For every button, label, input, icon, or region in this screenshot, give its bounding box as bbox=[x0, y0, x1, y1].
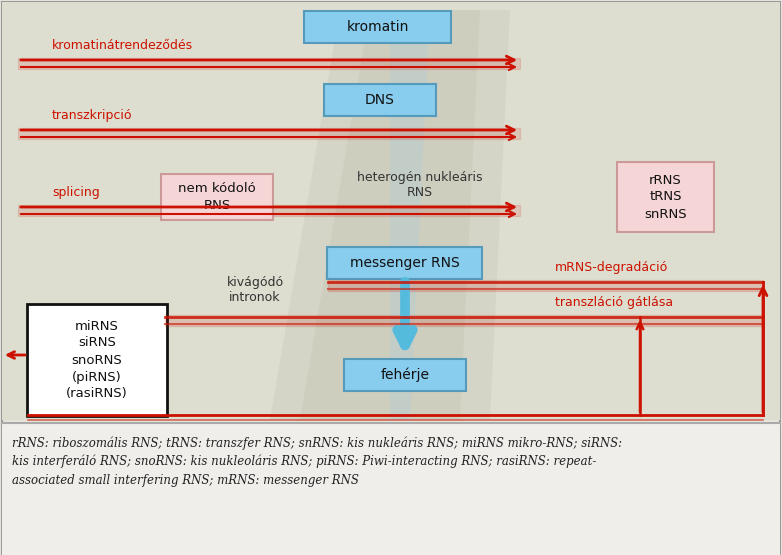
Text: kromatinátrendeződés: kromatinátrendeződés bbox=[52, 39, 193, 52]
FancyBboxPatch shape bbox=[324, 84, 436, 116]
Text: heterogén nukleáris
RNS: heterogén nukleáris RNS bbox=[357, 171, 482, 199]
Polygon shape bbox=[300, 10, 510, 420]
Text: rRNS: riboszomális RNS; tRNS: transzfer RNS; snRNS: kis nukleáris RNS; miRNS mik: rRNS: riboszomális RNS; tRNS: transzfer … bbox=[12, 436, 622, 450]
Text: kis interferáló RNS; snoRNS: kis nukleoláris RNS; piRNS: Piwi-interacting RNS; r: kis interferáló RNS; snoRNS: kis nukleol… bbox=[12, 455, 597, 468]
FancyBboxPatch shape bbox=[304, 11, 451, 43]
FancyBboxPatch shape bbox=[327, 247, 482, 279]
Text: messenger RNS: messenger RNS bbox=[350, 256, 459, 270]
Text: transzláció gátlása: transzláció gátlása bbox=[555, 296, 673, 309]
Text: kromatin: kromatin bbox=[346, 20, 409, 34]
Bar bbox=[2, 2, 780, 420]
Text: miRNS
siRNS
snoRNS
(piRNS)
(rasiRNS): miRNS siRNS snoRNS (piRNS) (rasiRNS) bbox=[66, 320, 128, 401]
Text: rRNS
tRNS
snRNS: rRNS tRNS snRNS bbox=[644, 174, 687, 220]
Bar bbox=[2, 423, 780, 555]
Text: kivágódó
intronok: kivágódó intronok bbox=[227, 276, 284, 304]
Polygon shape bbox=[270, 10, 480, 420]
Polygon shape bbox=[390, 10, 430, 420]
Text: DNS: DNS bbox=[365, 93, 395, 107]
FancyBboxPatch shape bbox=[344, 359, 466, 391]
Text: transzkripció: transzkripció bbox=[52, 109, 132, 122]
FancyBboxPatch shape bbox=[27, 304, 167, 416]
FancyBboxPatch shape bbox=[617, 162, 714, 232]
Text: splicing: splicing bbox=[52, 186, 100, 199]
Text: nem kódoló
RNS: nem kódoló RNS bbox=[178, 182, 256, 212]
Text: associated small interfering RNS; mRNS: messenger RNS: associated small interfering RNS; mRNS: … bbox=[12, 474, 359, 487]
FancyBboxPatch shape bbox=[161, 174, 273, 220]
Text: mRNS-degradáció: mRNS-degradáció bbox=[555, 261, 669, 274]
Text: fehérje: fehérje bbox=[381, 368, 429, 382]
